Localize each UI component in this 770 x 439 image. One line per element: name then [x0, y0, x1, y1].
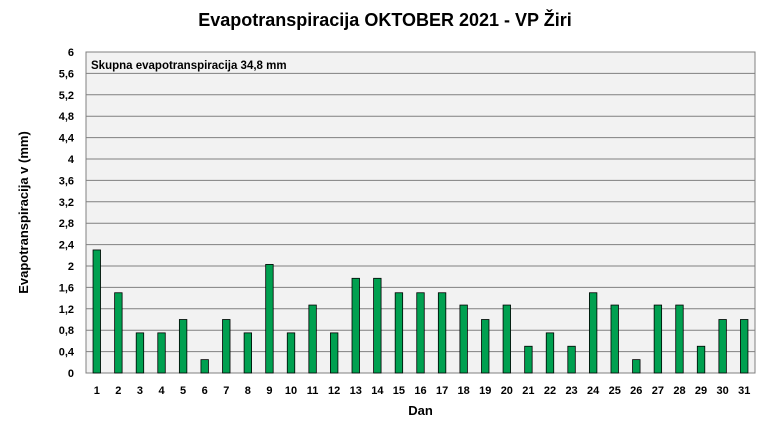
x-tick-label: 22: [544, 385, 556, 397]
y-tick-label: 5,2: [59, 90, 74, 102]
x-tick-label: 21: [522, 385, 534, 397]
x-tick-label: 19: [479, 385, 491, 397]
x-tick-label: 20: [501, 385, 513, 397]
bar-day-13: [351, 277, 360, 374]
x-tick-label: 14: [371, 385, 384, 397]
bar-day-12: [330, 332, 339, 374]
x-tick-label: 17: [436, 385, 448, 397]
bar-day-30: [718, 319, 727, 374]
x-tick-label: 12: [328, 385, 340, 397]
x-axis-ticks: 1 2 3 4 5 6 7 8 9 10 11 12 13 14 15 16 17 18 19 20 21 22 23 24 2…: [94, 385, 751, 397]
bar-day-22: [545, 332, 555, 374]
x-tick-label: 6: [202, 385, 208, 397]
x-tick-label: 5: [180, 385, 186, 397]
x-tick-label: 4: [158, 385, 165, 397]
bar-day-14: [373, 277, 382, 374]
bar-day-17: [437, 292, 447, 374]
x-tick-label: 31: [738, 385, 750, 397]
x-tick-label: 26: [630, 385, 642, 397]
chart-title: Evapotranspiracija OKTOBER 2021 - VP Žir…: [198, 10, 572, 30]
y-tick-label: 6: [68, 47, 74, 59]
x-tick-label: 27: [652, 385, 664, 397]
y-tick-label: 2: [68, 261, 74, 273]
bar-day-28: [675, 304, 684, 374]
bar-day-18: [459, 304, 468, 374]
y-tick-label: 4,8: [59, 111, 74, 123]
y-tick-label: 3,2: [59, 197, 74, 209]
bar-day-29: [696, 345, 706, 374]
y-tick-label: 5,6: [59, 68, 74, 80]
grid-lines: [86, 51, 755, 374]
y-tick-label: 0: [68, 368, 74, 380]
bar-day-10: [286, 332, 296, 374]
y-tick-label: 4,4: [59, 133, 75, 145]
bar-day-31: [740, 319, 749, 374]
y-axis-ticks: 0 0,4 0,8 1,2 1,6 2 2,4 2,8 3,2 3,6 4 4,4 4,8 5,2 5,6 6: [59, 47, 75, 380]
x-tick-label: 3: [137, 385, 143, 397]
x-tick-label: 15: [393, 385, 405, 397]
y-tick-label: 0,8: [59, 325, 74, 337]
x-tick-label: 11: [307, 385, 319, 397]
bar-day-11: [308, 304, 317, 374]
x-tick-label: 24: [587, 385, 600, 397]
bar-day-16: [416, 292, 425, 374]
x-tick-label: 8: [245, 385, 251, 397]
x-tick-label: 13: [350, 385, 362, 397]
x-tick-label: 29: [695, 385, 707, 397]
bar-day-3: [135, 332, 145, 374]
y-tick-label: 2,8: [59, 218, 74, 230]
bar-day-20: [502, 304, 511, 374]
x-tick-label: 28: [673, 385, 685, 397]
bar-day-23: [567, 345, 576, 374]
x-tick-label: 1: [94, 385, 100, 397]
bar-day-5: [178, 319, 188, 374]
x-tick-label: 18: [458, 385, 470, 397]
bar-day-24: [588, 292, 598, 374]
y-axis-label: Evapotranspiracija v (mm): [16, 131, 31, 294]
x-tick-label: 30: [717, 385, 729, 397]
y-tick-label: 3,6: [59, 175, 74, 187]
bar-day-19: [481, 319, 490, 374]
y-tick-label: 2,4: [59, 240, 75, 252]
x-tick-label: 10: [285, 385, 297, 397]
x-tick-label: 23: [565, 385, 577, 397]
bars: [92, 249, 749, 374]
x-tick-label: 9: [266, 385, 272, 397]
y-tick-label: 1,2: [59, 304, 74, 316]
bar-day-4: [157, 332, 166, 374]
bar-day-2: [114, 292, 123, 374]
y-tick-label: 4: [68, 154, 75, 166]
bar-day-26: [632, 359, 641, 374]
bar-day-15: [394, 292, 404, 374]
bar-day-9: [265, 263, 274, 374]
bar-day-7: [222, 319, 231, 374]
x-tick-label: 2: [115, 385, 121, 397]
bar-day-27: [653, 304, 663, 374]
x-axis-label: Dan: [408, 403, 433, 418]
x-tick-label: 16: [414, 385, 426, 397]
y-tick-label: 1,6: [59, 282, 74, 294]
y-tick-label: 0,4: [59, 347, 75, 359]
x-tick-label: 7: [223, 385, 229, 397]
bar-day-6: [200, 359, 209, 374]
total-annotation: Skupna evapotranspiracija 34,8 mm: [91, 60, 287, 72]
bar-day-21: [524, 345, 533, 374]
x-tick-label: 25: [609, 385, 621, 397]
bar-day-1: [92, 249, 101, 374]
bar-day-25: [610, 304, 619, 374]
bar-day-8: [243, 332, 253, 374]
